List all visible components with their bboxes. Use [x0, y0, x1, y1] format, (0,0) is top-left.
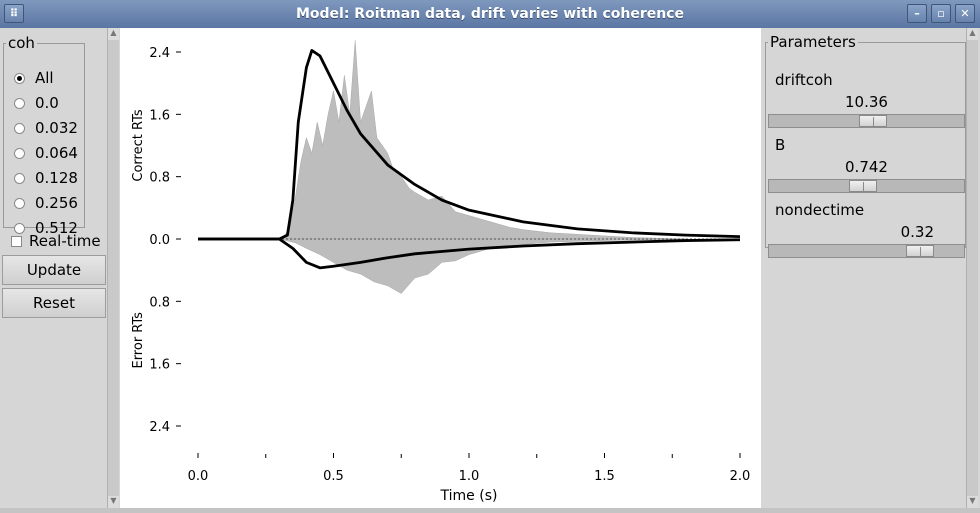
param-name: B — [775, 136, 786, 154]
y-tick-label: 2.4 — [149, 46, 170, 61]
radio-icon[interactable] — [14, 122, 25, 134]
plot-area: 2.4 1.6 0.8 0.0 0.8 1.6 2.4 Correct RTs Error RT… — [120, 28, 761, 508]
y-tick-label: 0.8 — [149, 295, 170, 310]
y-tick-label: 1.6 — [149, 108, 170, 123]
coh-option[interactable]: 0.128 — [14, 168, 78, 188]
coh-option[interactable]: All — [14, 68, 54, 88]
param-value: 10.36 — [845, 93, 888, 111]
coh-option-label: 0.064 — [35, 144, 78, 162]
rt-chart: 2.4 1.6 0.8 0.0 0.8 1.6 2.4 Correct RTs Error RT… — [131, 40, 750, 504]
right-panel: Parameters driftcoh 10.36 B 0.742 nondectime… — [761, 28, 980, 508]
axis-layer: 2.4 1.6 0.8 0.0 0.8 1.6 2.4 Correct RTs Error RT… — [131, 46, 750, 504]
radio-icon[interactable] — [14, 97, 25, 109]
coh-option[interactable]: 0.512 — [14, 218, 78, 238]
scroll-down-icon[interactable]: ▼ — [967, 496, 978, 508]
y-tick-label: 1.6 — [149, 358, 170, 373]
x-tick-label: 0.0 — [188, 469, 209, 484]
realtime-toggle[interactable]: Real-time — [11, 231, 101, 251]
coh-option-label: 0.128 — [35, 169, 78, 187]
y-axis-label-error: Error RTs — [131, 312, 146, 369]
coh-option-label: 0.256 — [35, 194, 78, 212]
coh-option[interactable]: 0.032 — [14, 118, 78, 138]
maximize-icon: ▫ — [937, 7, 945, 20]
checkbox-icon[interactable] — [11, 235, 22, 247]
y-tick-label: 0.0 — [149, 233, 170, 248]
coh-group: coh All 0.0 0.032 0.064 0.128 0.256 0.512 — [3, 34, 85, 237]
maximize-button[interactable]: ▫ — [931, 4, 951, 23]
coh-option[interactable]: 0.256 — [14, 193, 78, 213]
minimize-button[interactable]: – — [907, 4, 927, 23]
x-tick-label: 1.5 — [594, 469, 615, 484]
radio-icon[interactable] — [14, 197, 25, 209]
close-button[interactable]: ✕ — [955, 4, 975, 23]
model-correct-curve — [198, 49, 741, 241]
slider-thumb[interactable] — [906, 245, 934, 257]
x-tick-label: 0.5 — [323, 469, 344, 484]
window-bottom-border — [0, 508, 980, 513]
left-scrollbar[interactable]: ▲ ▼ — [107, 28, 119, 508]
scroll-up-icon[interactable]: ▲ — [108, 28, 119, 40]
realtime-label: Real-time — [29, 232, 101, 250]
left-panel: coh All 0.0 0.032 0.064 0.128 0.256 0.512 Real… — [0, 28, 107, 508]
title-bar: ⠿ Model: Roitman data, drift varies with… — [0, 0, 980, 28]
data-histogram-layer — [278, 40, 686, 294]
param-name: nondectime — [775, 201, 865, 219]
coh-option-label: All — [35, 69, 54, 87]
slider-thumb[interactable] — [859, 115, 887, 127]
param-slider[interactable] — [768, 244, 965, 258]
minimize-icon: – — [914, 7, 920, 20]
scroll-up-icon[interactable]: ▲ — [967, 28, 978, 40]
y-tick-label: 2.4 — [149, 420, 170, 435]
radio-icon[interactable] — [14, 172, 25, 184]
param-slider[interactable] — [768, 114, 965, 128]
coh-option[interactable]: 0.0 — [14, 93, 59, 113]
window-title: Model: Roitman data, drift varies with c… — [295, 6, 685, 22]
radio-icon[interactable] — [14, 222, 25, 234]
update-button[interactable]: Update — [2, 255, 106, 285]
x-tick-label: 2.0 — [730, 469, 751, 484]
model-curve-layer — [198, 49, 741, 270]
slider-thumb[interactable] — [849, 180, 877, 192]
correct-histogram — [278, 40, 686, 240]
close-icon: ✕ — [960, 7, 970, 20]
x-tick-label: 1.0 — [459, 469, 480, 484]
coh-legend: coh — [8, 34, 35, 52]
param-slider[interactable] — [768, 179, 965, 193]
window-menu-button[interactable]: ⠿ — [4, 4, 24, 23]
coh-option[interactable]: 0.064 — [14, 143, 78, 163]
x-axis-label: Time (s) — [440, 488, 498, 504]
reset-button[interactable]: Reset — [2, 288, 106, 318]
right-scrollbar[interactable]: ▲ ▼ — [966, 28, 978, 508]
model-error-curve — [198, 237, 741, 270]
parameters-group: Parameters driftcoh 10.36 B 0.742 nondectime… — [765, 33, 966, 258]
parameters-legend: Parameters — [770, 33, 856, 51]
grid-icon: ⠿ — [9, 7, 19, 20]
coh-option-label: 0.0 — [35, 94, 59, 112]
coh-option-label: 0.512 — [35, 219, 78, 237]
radio-icon[interactable] — [14, 147, 25, 159]
param-value: 0.742 — [845, 158, 888, 176]
y-axis-label-correct: Correct RTs — [131, 109, 146, 181]
y-tick-label: 0.8 — [149, 171, 170, 186]
param-value: 0.32 — [900, 223, 934, 241]
scroll-down-icon[interactable]: ▼ — [108, 496, 119, 508]
error-histogram — [279, 238, 686, 294]
radio-icon[interactable] — [14, 72, 25, 84]
param-name: driftcoh — [775, 71, 833, 89]
coh-option-label: 0.032 — [35, 119, 78, 137]
